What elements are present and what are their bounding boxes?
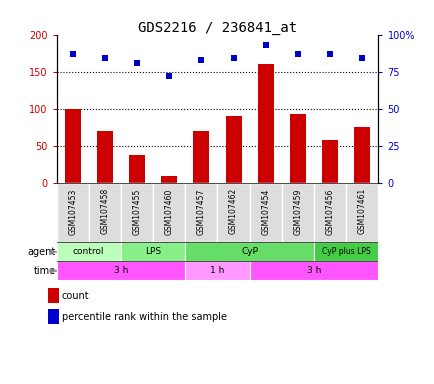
Text: agent: agent [27, 247, 56, 257]
Bar [128, 155, 145, 183]
Point [133, 60, 140, 66]
Bar [185, 261, 249, 280]
Bar [313, 183, 345, 242]
Text: CyP plus LPS: CyP plus LPS [321, 247, 370, 256]
Point [165, 73, 172, 79]
Bar [345, 183, 378, 242]
Point [358, 55, 365, 61]
Bar [289, 114, 305, 183]
Bar [313, 242, 378, 261]
Point [69, 51, 76, 57]
Point [101, 55, 108, 61]
Text: GDS2216 / 236841_at: GDS2216 / 236841_at [138, 21, 296, 35]
Text: GSM107453: GSM107453 [68, 188, 77, 235]
Text: GSM107454: GSM107454 [261, 188, 270, 235]
Bar [225, 116, 241, 183]
Bar [65, 109, 81, 183]
Bar [89, 183, 121, 242]
Text: control: control [73, 247, 104, 256]
Text: GSM107457: GSM107457 [197, 188, 205, 235]
Bar [249, 183, 281, 242]
Bar [321, 140, 338, 183]
Text: LPS: LPS [145, 247, 161, 256]
Bar [185, 242, 313, 261]
Bar [121, 242, 185, 261]
Bar [97, 131, 113, 183]
Bar [257, 64, 273, 183]
Bar [56, 242, 121, 261]
Text: GSM107456: GSM107456 [325, 188, 334, 235]
Bar [56, 261, 185, 280]
Text: GSM107462: GSM107462 [229, 188, 237, 235]
Text: 1 h: 1 h [210, 266, 224, 275]
Text: GSM107459: GSM107459 [293, 188, 302, 235]
Bar [121, 183, 153, 242]
Text: 3 h: 3 h [113, 266, 128, 275]
Bar [193, 131, 209, 183]
Point [294, 51, 301, 57]
Point [230, 55, 237, 61]
Bar [281, 183, 313, 242]
Text: 3 h: 3 h [306, 266, 321, 275]
Bar [249, 261, 378, 280]
Bar [217, 183, 249, 242]
Point [197, 57, 204, 63]
Text: time: time [33, 266, 56, 276]
Text: GSM107458: GSM107458 [100, 188, 109, 235]
Text: GSM107461: GSM107461 [357, 188, 366, 235]
Text: percentile rank within the sample: percentile rank within the sample [62, 312, 226, 322]
Bar [161, 176, 177, 183]
Text: GSM107460: GSM107460 [164, 188, 173, 235]
Point [262, 42, 269, 48]
Point [326, 51, 333, 57]
Bar [185, 183, 217, 242]
Bar [56, 183, 89, 242]
Bar [353, 127, 369, 183]
Bar [153, 183, 185, 242]
Text: count: count [62, 291, 89, 301]
Text: CyP: CyP [240, 247, 258, 256]
Text: GSM107455: GSM107455 [132, 188, 141, 235]
